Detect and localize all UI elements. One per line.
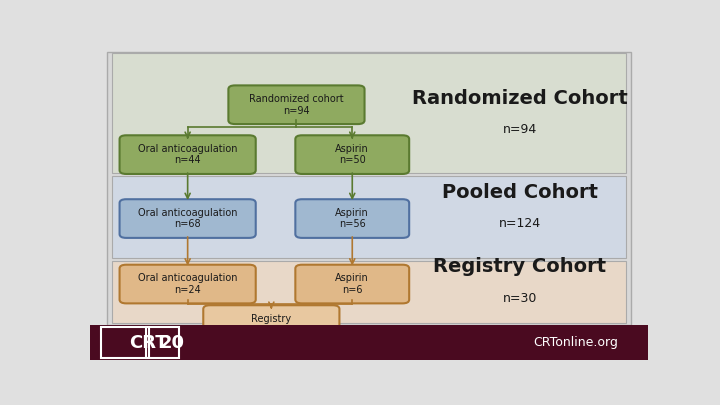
- Text: n=124: n=124: [498, 217, 541, 230]
- FancyBboxPatch shape: [228, 85, 364, 124]
- Text: n=94: n=94: [503, 123, 537, 136]
- Text: Randomized cohort
n=94: Randomized cohort n=94: [249, 94, 343, 115]
- FancyBboxPatch shape: [90, 324, 648, 360]
- FancyBboxPatch shape: [107, 52, 631, 324]
- Text: Aspirin
n=6: Aspirin n=6: [336, 273, 369, 295]
- Text: n=30: n=30: [503, 292, 537, 305]
- Text: Oral anticoagulation
n=44: Oral anticoagulation n=44: [138, 144, 238, 165]
- Text: CRTonline.org: CRTonline.org: [533, 336, 618, 349]
- Text: Registry Cohort: Registry Cohort: [433, 258, 606, 276]
- FancyBboxPatch shape: [112, 261, 626, 323]
- FancyBboxPatch shape: [112, 177, 626, 258]
- FancyBboxPatch shape: [120, 199, 256, 238]
- FancyBboxPatch shape: [203, 305, 339, 344]
- Text: Registry
n=30: Registry n=30: [251, 314, 292, 335]
- FancyBboxPatch shape: [112, 53, 626, 173]
- FancyBboxPatch shape: [120, 135, 256, 174]
- Text: Aspirin
n=50: Aspirin n=50: [336, 144, 369, 165]
- Text: Oral anticoagulation
n=24: Oral anticoagulation n=24: [138, 273, 238, 295]
- Text: Oral anticoagulation
n=68: Oral anticoagulation n=68: [138, 208, 238, 229]
- Text: Randomized Cohort: Randomized Cohort: [412, 89, 628, 108]
- Text: 20: 20: [160, 334, 185, 352]
- FancyBboxPatch shape: [295, 135, 409, 174]
- Text: Aspirin
n=56: Aspirin n=56: [336, 208, 369, 229]
- FancyBboxPatch shape: [295, 265, 409, 303]
- FancyBboxPatch shape: [295, 199, 409, 238]
- FancyBboxPatch shape: [120, 265, 256, 303]
- Text: Pooled Cohort: Pooled Cohort: [441, 183, 598, 202]
- Text: CRT: CRT: [129, 334, 168, 352]
